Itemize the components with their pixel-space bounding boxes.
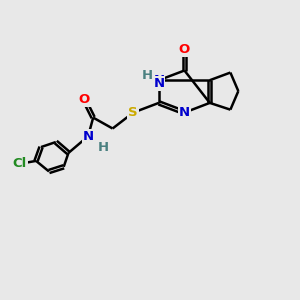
- Text: O: O: [79, 93, 90, 106]
- Text: N: N: [179, 106, 190, 119]
- Text: H: H: [153, 74, 164, 87]
- Text: N: N: [82, 130, 94, 143]
- Text: N: N: [153, 74, 164, 87]
- Text: N: N: [153, 77, 164, 90]
- Text: O: O: [179, 44, 190, 56]
- Text: S: S: [128, 106, 138, 119]
- Text: Cl: Cl: [12, 157, 27, 170]
- Text: H: H: [98, 141, 109, 154]
- Text: H: H: [142, 69, 153, 82]
